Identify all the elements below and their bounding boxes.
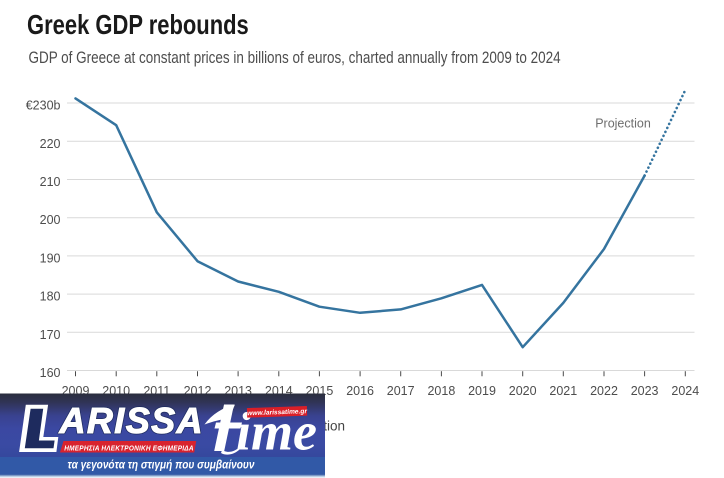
svg-text:2019: 2019 [468, 384, 496, 398]
svg-text:ΗΜΕΡΗΣΙΑ ΗΛΕΚΤΡΟΝΙΚΗ ΕΦΗΜΕΡΙΔΑ: ΗΜΕΡΗΣΙΑ ΗΛΕΚΤΡΟΝΙΚΗ ΕΦΗΜΕΡΙΔΑ [64, 445, 193, 452]
svg-text:2022: 2022 [590, 384, 618, 398]
svg-text:GDP of Greece at constant pric: GDP of Greece at constant prices in bill… [28, 49, 560, 68]
svg-text:220: 220 [40, 137, 61, 151]
svg-text:Projection: Projection [595, 117, 651, 131]
svg-text:200: 200 [40, 213, 61, 227]
svg-text:160: 160 [40, 366, 61, 380]
svg-text:210: 210 [40, 175, 61, 189]
svg-text:Greek GDP rebounds: Greek GDP rebounds [27, 10, 249, 41]
svg-text:ARISSA: ARISSA [59, 400, 204, 441]
svg-text:2016: 2016 [346, 384, 374, 398]
svg-text:2023: 2023 [631, 384, 659, 398]
svg-text:2017: 2017 [387, 384, 415, 398]
svg-text:190: 190 [40, 251, 61, 265]
svg-text:www.larissatime.gr: www.larissatime.gr [247, 408, 307, 417]
svg-text:170: 170 [40, 328, 61, 342]
svg-text:2020: 2020 [509, 384, 537, 398]
svg-text:ARISSA: ARISSA [59, 400, 204, 441]
svg-text:2021: 2021 [549, 384, 577, 398]
svg-text:180: 180 [40, 290, 61, 304]
svg-text:τα γεγονότα τη στιγμή που συμβ: τα γεγονότα τη στιγμή που συμβαίνουν [67, 459, 255, 472]
svg-text:€230b: €230b [26, 99, 61, 113]
svg-text:2024: 2024 [671, 384, 699, 398]
svg-text:2018: 2018 [427, 384, 455, 398]
